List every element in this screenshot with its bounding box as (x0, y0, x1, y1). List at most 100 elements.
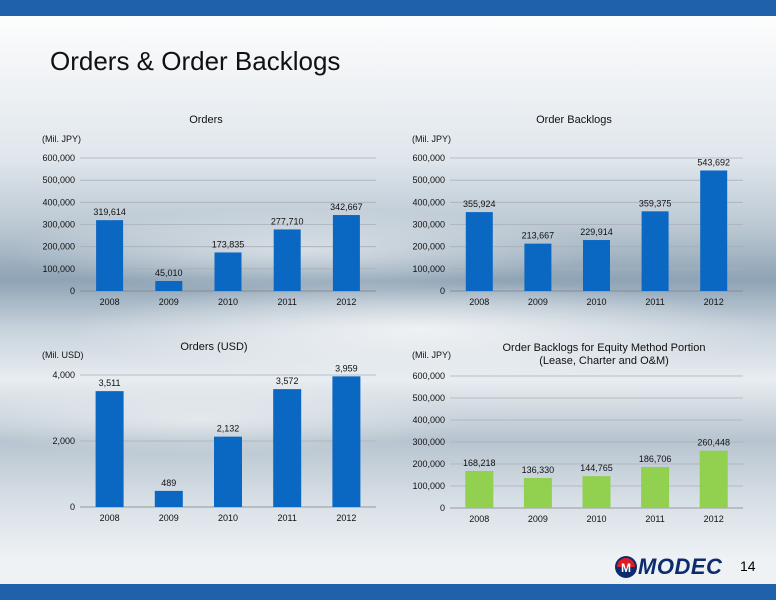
y-tick-label: 500,000 (42, 175, 75, 185)
y-tick-label: 100,000 (412, 481, 445, 491)
y-tick-label: 0 (440, 503, 445, 513)
bar-2012 (332, 215, 360, 291)
x-tick-label: 2012 (704, 297, 724, 307)
bar-2010 (214, 436, 242, 507)
bar-2010 (582, 476, 611, 508)
data-label: 168,218 (463, 458, 496, 468)
bar-2009 (523, 478, 552, 508)
x-tick-label: 2010 (218, 513, 238, 523)
x-tick-label: 2009 (528, 514, 548, 524)
data-label: 186,706 (639, 454, 672, 464)
bar-2009 (155, 281, 183, 291)
x-tick-label: 2012 (336, 513, 356, 523)
y-tick-label: 600,000 (42, 153, 75, 163)
y-tick-label: 200,000 (412, 459, 445, 469)
data-label: 3,511 (99, 378, 121, 388)
data-label: 342,667 (330, 202, 363, 212)
bar-2012 (699, 450, 728, 508)
y-tick-label: 500,000 (412, 393, 445, 403)
bar-2011 (641, 211, 669, 291)
page-number: 14 (740, 558, 756, 574)
bar-2008 (95, 391, 124, 507)
data-label: 3,959 (335, 363, 358, 373)
x-tick-label: 2010 (218, 297, 238, 307)
data-label: 229,914 (580, 227, 613, 237)
data-label: 213,667 (522, 231, 555, 241)
y-tick-label: 400,000 (412, 197, 445, 207)
data-label: 355,924 (463, 199, 496, 209)
logo-mark-red-half (617, 558, 635, 567)
x-tick-label: 2009 (159, 513, 179, 523)
bar-2012 (332, 376, 361, 507)
data-label: 277,710 (271, 216, 304, 226)
logo-mark-letter: M (621, 561, 631, 575)
bottom-band (0, 584, 776, 600)
x-tick-label: 2008 (469, 514, 489, 524)
data-label: 543,692 (697, 157, 730, 167)
data-label: 489 (161, 478, 176, 488)
chart-unit-label: (Mil. JPY) (412, 134, 451, 144)
x-tick-label: 2011 (645, 514, 664, 524)
chart-unit-label: (Mil. JPY) (412, 350, 451, 360)
y-tick-label: 0 (70, 286, 75, 296)
page-title: Orders & Order Backlogs (50, 46, 341, 76)
x-tick-label: 2011 (278, 513, 297, 523)
y-tick-label: 400,000 (42, 197, 75, 207)
data-label: 173,835 (212, 239, 245, 249)
chart-title: Order Backlogs for Equity Method Portion (503, 342, 706, 354)
bar-2009 (524, 243, 552, 291)
bar-2010 (214, 252, 242, 291)
bar-2008 (465, 470, 494, 508)
x-tick-label: 2008 (100, 513, 120, 523)
y-tick-label: 4,000 (52, 370, 75, 380)
data-label: 2,132 (217, 424, 240, 434)
y-tick-label: 200,000 (42, 242, 75, 252)
bar-2011 (273, 389, 302, 507)
data-label: 144,765 (580, 463, 613, 473)
y-tick-label: 400,000 (412, 415, 445, 425)
x-tick-label: 2008 (469, 297, 489, 307)
chart-title: Orders (189, 114, 223, 126)
data-label: 136,330 (522, 465, 555, 475)
bar-2012 (700, 170, 728, 291)
y-tick-label: 600,000 (412, 371, 445, 381)
data-label: 45,010 (155, 268, 183, 278)
y-tick-label: 600,000 (412, 153, 445, 163)
x-tick-label: 2009 (528, 297, 548, 307)
logo-text: MODEC (638, 554, 723, 579)
y-tick-label: 300,000 (412, 437, 445, 447)
chart-title: Order Backlogs (536, 114, 612, 126)
bar-2010 (583, 240, 610, 291)
y-tick-label: 0 (70, 502, 75, 512)
x-tick-label: 2010 (586, 297, 606, 307)
chart-unit-label: (Mil. USD) (42, 350, 84, 360)
data-label: 359,375 (639, 198, 672, 208)
x-tick-label: 2009 (159, 297, 179, 307)
x-tick-label: 2008 (100, 297, 120, 307)
y-tick-label: 300,000 (412, 220, 445, 230)
bar-2008 (465, 212, 493, 291)
chart-unit-label: (Mil. JPY) (42, 134, 81, 144)
data-label: 3,572 (276, 376, 299, 386)
top-band (0, 0, 776, 16)
x-tick-label: 2011 (278, 297, 297, 307)
data-label: 319,614 (93, 207, 126, 217)
chart-title: Orders (USD) (180, 341, 247, 353)
bar-2011 (273, 229, 301, 291)
y-tick-label: 100,000 (412, 264, 445, 274)
y-tick-label: 0 (440, 286, 445, 296)
x-tick-label: 2010 (586, 514, 606, 524)
y-tick-label: 2,000 (52, 436, 75, 446)
bar-2008 (96, 220, 124, 291)
y-tick-label: 200,000 (412, 242, 445, 252)
y-tick-label: 500,000 (412, 175, 445, 185)
x-tick-label: 2012 (704, 514, 724, 524)
modec-logo: M (615, 556, 637, 578)
chart-title-line2: (Lease, Charter and O&M) (539, 355, 669, 367)
x-tick-label: 2011 (645, 297, 664, 307)
bar-2009 (154, 490, 183, 507)
y-tick-label: 100,000 (42, 264, 75, 274)
y-tick-label: 300,000 (42, 220, 75, 230)
bar-2011 (641, 466, 670, 508)
